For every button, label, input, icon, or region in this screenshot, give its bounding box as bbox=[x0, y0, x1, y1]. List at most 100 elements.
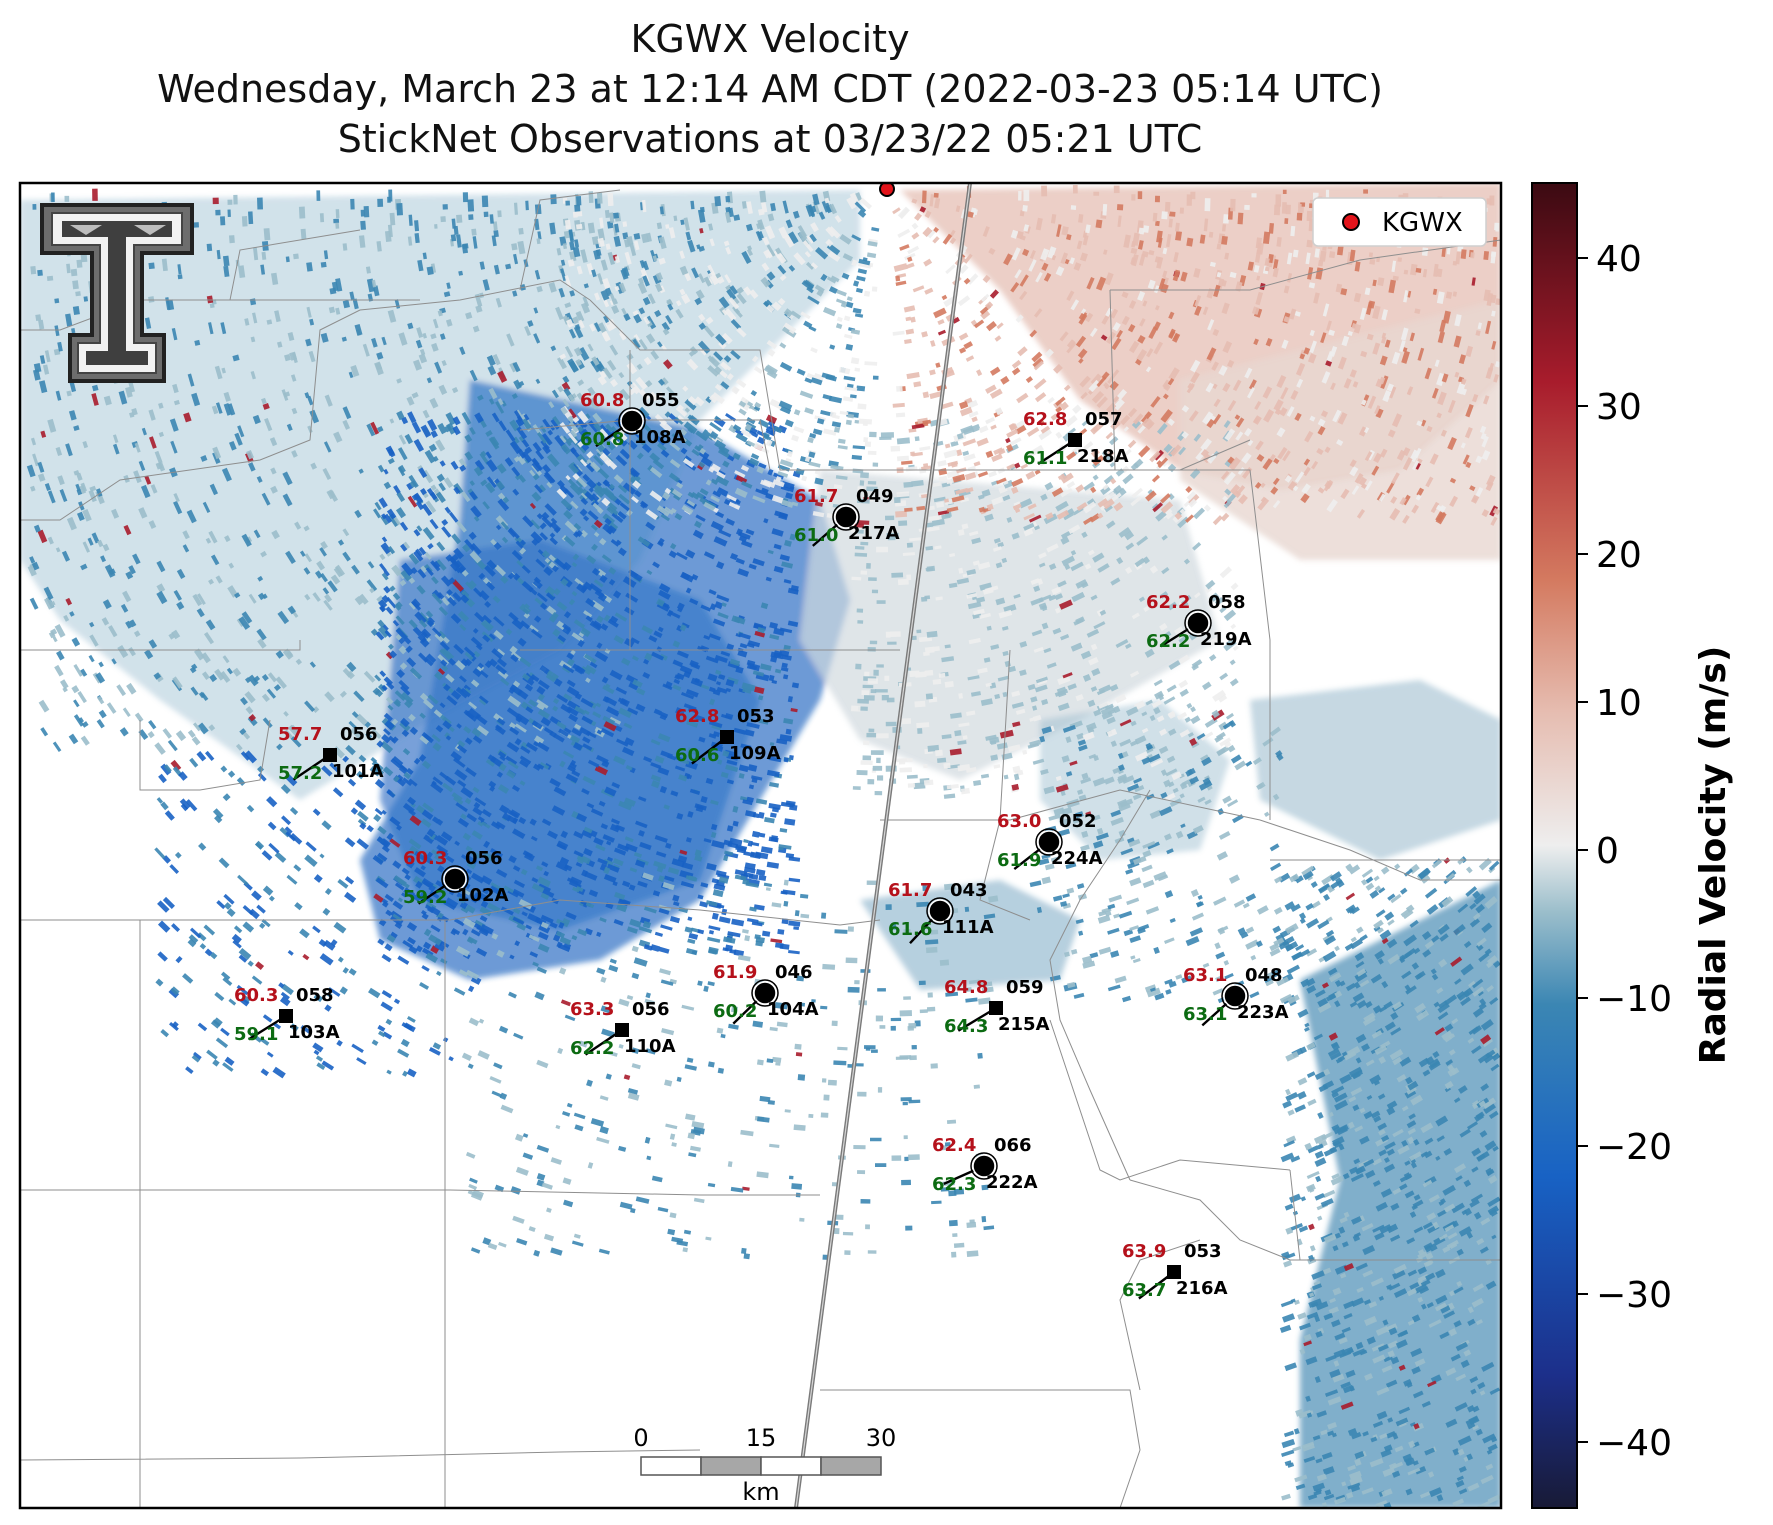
station-temperature: 64.8 bbox=[944, 977, 988, 998]
colorbar-tick-label: 0 bbox=[1596, 831, 1619, 872]
station-temperature: 63.9 bbox=[1122, 1241, 1166, 1262]
station-dewpoint: 62.3 bbox=[932, 1174, 976, 1195]
station-dewpoint: 61.9 bbox=[997, 850, 1041, 871]
station-wind-direction: 066 bbox=[994, 1135, 1032, 1156]
station-temperature: 63.0 bbox=[997, 811, 1041, 832]
station-wind-direction: 053 bbox=[1184, 1241, 1222, 1262]
station-dewpoint: 62.2 bbox=[570, 1038, 614, 1059]
legend-box bbox=[1312, 197, 1487, 247]
station-223a[interactable]: 63.1 048 63.1 223A bbox=[1183, 965, 1289, 1027]
station-id: 111A bbox=[942, 917, 994, 938]
station-circle-marker bbox=[1223, 984, 1247, 1008]
station-temperature: 60.3 bbox=[234, 985, 278, 1006]
title-line-2: Wednesday, March 23 at 12:14 AM CDT (202… bbox=[157, 67, 1383, 111]
station-111a[interactable]: 61.7 043 61.6 111A bbox=[888, 880, 994, 945]
map-title: KGWX Velocity Wednesday, March 23 at 12:… bbox=[20, 14, 1520, 164]
station-id: 223A bbox=[1237, 1002, 1289, 1023]
station-square-marker bbox=[720, 730, 734, 744]
station-wind-direction: 043 bbox=[950, 880, 988, 901]
station-dewpoint: 59.1 bbox=[234, 1024, 278, 1045]
station-109a[interactable]: 62.8 053 60.6 109A bbox=[675, 706, 781, 766]
station-temperature: 62.2 bbox=[1146, 592, 1190, 613]
station-temperature: 61.7 bbox=[794, 486, 838, 507]
station-wind-direction: 055 bbox=[642, 390, 680, 411]
station-square-marker bbox=[1167, 1265, 1181, 1279]
station-id: 217A bbox=[848, 523, 900, 544]
station-216a[interactable]: 63.9 053 63.7 216A bbox=[1122, 1241, 1228, 1301]
station-dewpoint: 63.7 bbox=[1122, 1280, 1166, 1301]
station-wind-direction: 056 bbox=[340, 724, 378, 745]
station-id: 104A bbox=[767, 999, 819, 1020]
colorbar-tick-label: 30 bbox=[1596, 387, 1642, 428]
station-218a[interactable]: 62.8 057 61.1 218A bbox=[1023, 409, 1129, 469]
station-217a[interactable]: 61.7 049 61.0 217A bbox=[794, 486, 900, 547]
station-circle-marker bbox=[972, 1154, 996, 1178]
station-103a[interactable]: 60.3 058 59.1 103A bbox=[234, 985, 340, 1045]
station-id: 110A bbox=[624, 1036, 676, 1057]
colorbar-ticks: 40 30 20 10 0 −10 −20 −30 −40 bbox=[1577, 239, 1672, 1464]
station-temperature: 63.3 bbox=[570, 999, 614, 1020]
station-dewpoint: 62.2 bbox=[1146, 631, 1190, 652]
station-219a[interactable]: 62.2 058 62.2 219A bbox=[1146, 592, 1252, 652]
station-222a[interactable]: 62.4 066 62.3 222A bbox=[932, 1135, 1038, 1195]
station-circle-marker bbox=[1037, 830, 1061, 854]
station-id: 216A bbox=[1176, 1278, 1228, 1299]
station-dewpoint: 59.2 bbox=[403, 887, 447, 908]
station-dewpoint: 57.2 bbox=[278, 763, 322, 784]
station-id: 219A bbox=[1200, 629, 1252, 650]
station-id: 224A bbox=[1051, 848, 1103, 869]
station-wind-direction: 056 bbox=[632, 999, 670, 1020]
station-id: 109A bbox=[729, 743, 781, 764]
map-border bbox=[18, 181, 1503, 1510]
colorbar-tick-label: 10 bbox=[1596, 683, 1642, 724]
station-dewpoint: 61.6 bbox=[888, 919, 932, 940]
station-id: 102A bbox=[457, 885, 509, 906]
station-dewpoint: 63.1 bbox=[1183, 1004, 1227, 1025]
station-224a[interactable]: 63.0 052 61.9 224A bbox=[997, 811, 1103, 871]
colorbar: 40 30 20 10 0 −10 −20 −30 −40 Radial Velocity (m… bbox=[1531, 182, 1734, 1509]
station-temperature: 60.8 bbox=[580, 390, 624, 411]
colorbar-tick-label: 40 bbox=[1596, 239, 1642, 280]
station-110a[interactable]: 63.3 056 62.2 110A bbox=[570, 999, 676, 1059]
highway bbox=[794, 183, 972, 1508]
station-temperature: 63.1 bbox=[1183, 965, 1227, 986]
texas-tech-double-t-logo bbox=[40, 203, 194, 383]
station-104a[interactable]: 61.9 046 60.2 104A bbox=[713, 962, 819, 1025]
station-id: 101A bbox=[332, 761, 384, 782]
scale-label-0: 0 bbox=[633, 1424, 648, 1452]
legend-marker bbox=[1342, 213, 1360, 231]
station-dewpoint: 61.1 bbox=[1023, 448, 1067, 469]
legend: KGWX bbox=[1312, 197, 1487, 247]
colorbar-label: Radial Velocity (m/s) bbox=[1693, 646, 1734, 1065]
station-101a[interactable]: 57.7 056 57.2 101A bbox=[278, 724, 384, 784]
kgwx-radar-site-marker[interactable] bbox=[879, 182, 895, 197]
station-square-marker bbox=[1068, 433, 1082, 447]
colorbar-tick-label: −30 bbox=[1596, 1275, 1672, 1316]
scale-label-30: 30 bbox=[866, 1424, 897, 1452]
scale-unit: km bbox=[742, 1478, 779, 1506]
station-square-marker bbox=[989, 1001, 1003, 1015]
station-wind-direction: 049 bbox=[856, 486, 894, 507]
station-circle-marker bbox=[1186, 611, 1210, 635]
station-wind-direction: 052 bbox=[1059, 811, 1097, 832]
station-wind-direction: 056 bbox=[465, 848, 503, 869]
station-square-marker bbox=[615, 1023, 629, 1037]
station-102a[interactable]: 60.3 056 59.2 102A bbox=[403, 848, 509, 908]
legend-label: KGWX bbox=[1382, 208, 1463, 238]
station-temperature: 57.7 bbox=[278, 724, 322, 745]
station-108a[interactable]: 60.8 055 60.8 108A bbox=[580, 390, 686, 450]
station-square-marker bbox=[279, 1009, 293, 1023]
station-temperature: 61.9 bbox=[713, 962, 757, 983]
station-temperature: 62.4 bbox=[932, 1135, 976, 1156]
radar-speckles bbox=[26, 184, 1501, 1508]
station-id: 215A bbox=[998, 1014, 1050, 1035]
station-circle-marker bbox=[443, 867, 467, 891]
station-circle-marker bbox=[620, 409, 644, 433]
station-circle-marker bbox=[834, 505, 858, 529]
station-dewpoint: 60.8 bbox=[580, 429, 624, 450]
station-wind-direction: 058 bbox=[1208, 592, 1246, 613]
station-215a[interactable]: 64.8 059 64.3 215A bbox=[944, 977, 1050, 1037]
station-wind-direction: 059 bbox=[1006, 977, 1044, 998]
